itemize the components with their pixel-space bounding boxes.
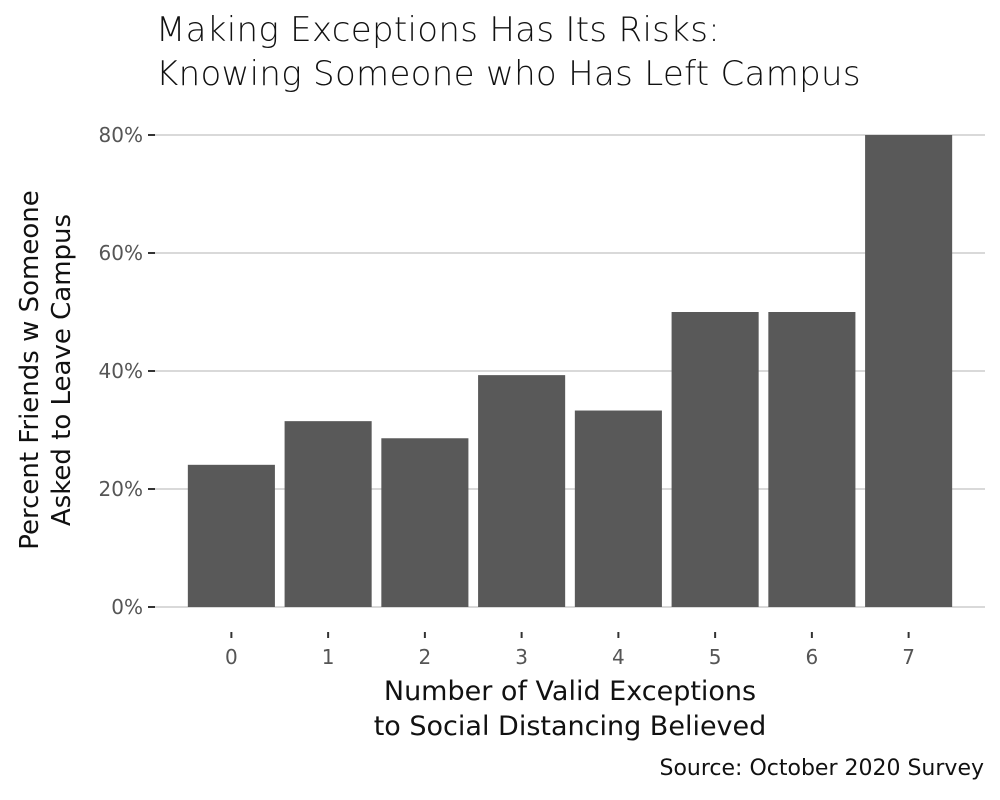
x-tick-label: 2: [419, 645, 432, 669]
x-tick-label: 0: [225, 645, 238, 669]
y-tick-label: 40%: [99, 359, 143, 383]
bar-6: [768, 312, 856, 607]
x-axis-label: Number of Valid Exceptions to Social Dis…: [260, 674, 880, 744]
y-tick-label: 80%: [99, 123, 143, 147]
x-tick-label: 5: [709, 645, 722, 669]
bar-4: [574, 410, 662, 607]
y-tick-label: 60%: [99, 241, 143, 265]
x-tick-label: 6: [806, 645, 819, 669]
bar-7: [865, 135, 953, 607]
chart-caption: Source: October 2020 Survey: [659, 756, 984, 781]
x-axis-label-line-1: Number of Valid Exceptions: [383, 676, 757, 707]
bar-0: [187, 464, 275, 607]
bar-1: [284, 421, 372, 607]
x-axis-label-line-2: to Social Distancing Believed: [373, 711, 767, 742]
chart-title-line-1: Making Exceptions Has Its Risks:: [156, 10, 720, 50]
bar-2: [381, 438, 469, 607]
x-tick-label: 1: [322, 645, 335, 669]
y-tick-label: 20%: [99, 477, 143, 501]
x-tick-label: 4: [612, 645, 625, 669]
bar-5: [671, 312, 759, 607]
y-tick-label: 0%: [111, 595, 143, 619]
x-tick-label: 7: [902, 645, 915, 669]
bar-3: [478, 375, 566, 607]
chart-title: Making Exceptions Has Its Risks: Knowing…: [156, 8, 861, 96]
chart-title-line-2: Knowing Someone who Has Left Campus: [156, 54, 861, 94]
x-tick-label: 3: [515, 645, 528, 669]
